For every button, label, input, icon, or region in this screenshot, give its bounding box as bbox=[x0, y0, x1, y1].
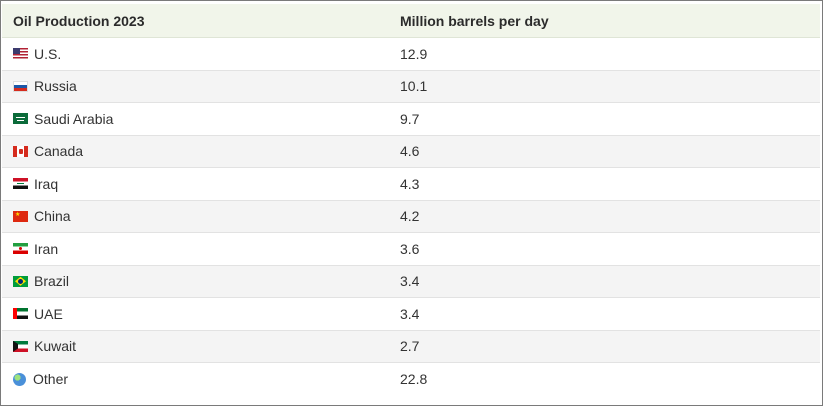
table-row: Kuwait 2.7 bbox=[2, 330, 820, 363]
table-row: Saudi Arabia 9.7 bbox=[2, 103, 820, 136]
value-cell: 4.2 bbox=[400, 208, 420, 225]
saudi-arabia-flag-icon bbox=[13, 113, 28, 125]
country-label: Canada bbox=[34, 143, 84, 160]
value-cell: 3.4 bbox=[400, 273, 420, 290]
table-row: Brazil 3.4 bbox=[2, 265, 820, 298]
country-label: Russia bbox=[34, 78, 77, 95]
table-row: UAE 3.4 bbox=[2, 298, 820, 331]
value-cell: 3.6 bbox=[400, 240, 420, 257]
kuwait-flag-icon bbox=[13, 340, 28, 352]
table-row: Other 22.8 bbox=[2, 363, 820, 396]
brazil-flag-icon bbox=[13, 275, 28, 287]
country-label: Brazil bbox=[34, 273, 70, 290]
russia-flag-icon bbox=[13, 80, 28, 92]
table-row: ★ China 4.2 bbox=[2, 200, 820, 233]
us-flag-icon bbox=[13, 48, 28, 60]
value-cell: 22.8 bbox=[400, 371, 428, 388]
globe-icon bbox=[13, 372, 26, 386]
country-label: Iran bbox=[34, 240, 59, 257]
country-label: Other bbox=[33, 371, 69, 388]
iraq-flag-icon bbox=[13, 178, 28, 190]
value-cell: 3.4 bbox=[400, 305, 420, 322]
country-label: U.S. bbox=[34, 45, 62, 62]
china-flag-icon: ★ bbox=[13, 210, 28, 222]
oil-production-table: Oil Production 2023 Million barrels per … bbox=[2, 4, 820, 396]
country-label: Iraq bbox=[34, 175, 59, 192]
table-row: Iraq 4.3 bbox=[2, 168, 820, 201]
value-cell: 4.6 bbox=[400, 143, 420, 160]
column-header-value: Million barrels per day bbox=[400, 12, 549, 29]
value-cell: 12.9 bbox=[400, 45, 428, 62]
table-row: U.S. 12.9 bbox=[2, 38, 820, 71]
country-label: China bbox=[34, 208, 71, 225]
value-cell: 4.3 bbox=[400, 175, 420, 192]
table-header: Oil Production 2023 Million barrels per … bbox=[2, 4, 820, 38]
country-label: Saudi Arabia bbox=[34, 110, 114, 127]
table-row: Iran 3.6 bbox=[2, 233, 820, 266]
column-header-country: Oil Production 2023 bbox=[13, 12, 145, 29]
country-label: Kuwait bbox=[34, 338, 77, 355]
value-cell: 2.7 bbox=[400, 338, 420, 355]
value-cell: 9.7 bbox=[400, 110, 420, 127]
value-cell: 10.1 bbox=[400, 78, 428, 95]
canada-flag-icon bbox=[13, 145, 28, 157]
iran-flag-icon bbox=[13, 243, 28, 255]
table-row: Canada 4.6 bbox=[2, 135, 820, 168]
country-label: UAE bbox=[34, 305, 63, 322]
uae-flag-icon bbox=[13, 308, 28, 320]
table-row: Russia 10.1 bbox=[2, 70, 820, 103]
